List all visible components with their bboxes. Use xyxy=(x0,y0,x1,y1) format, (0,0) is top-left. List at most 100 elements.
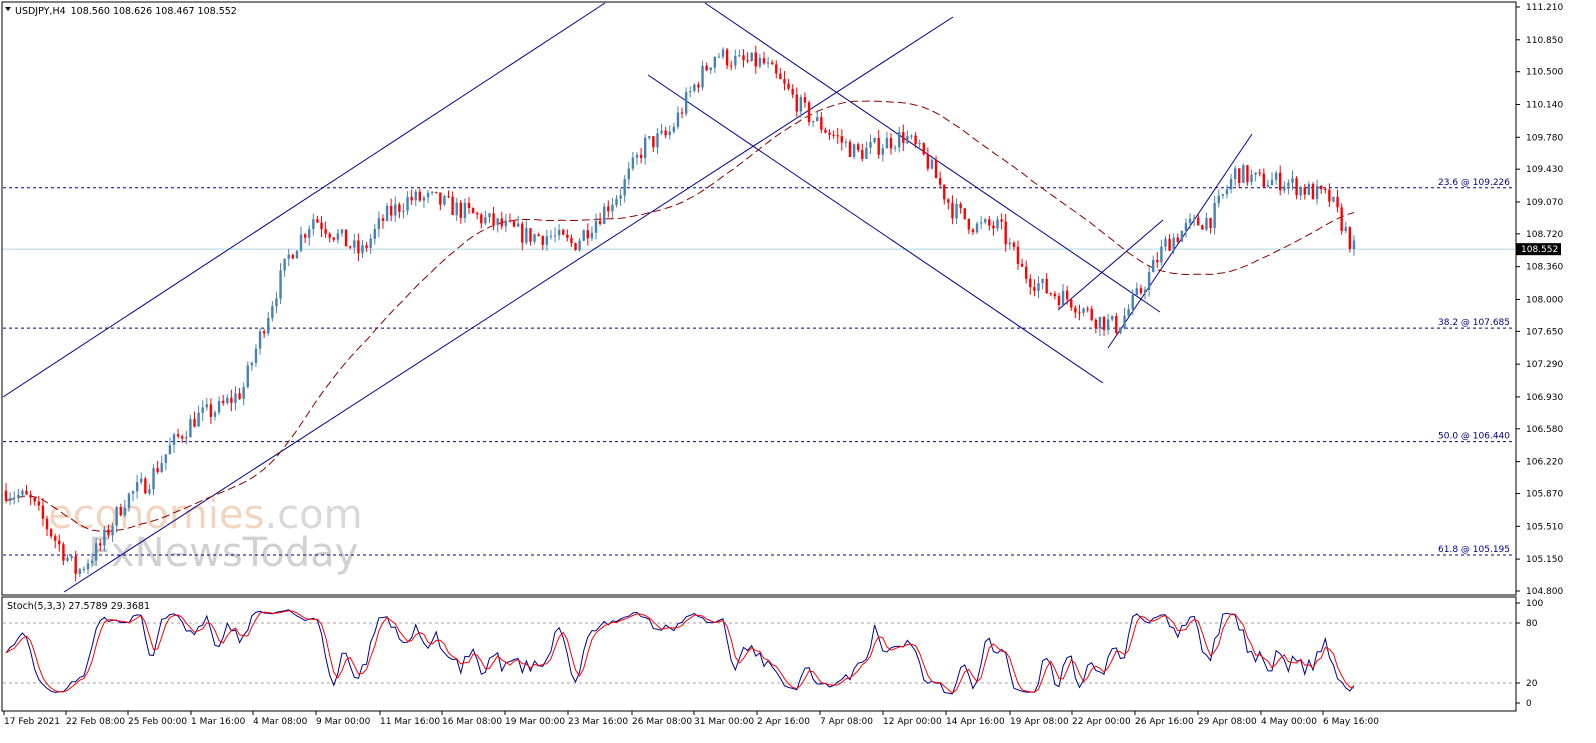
candle xyxy=(488,212,491,223)
candle xyxy=(1139,284,1143,296)
candle xyxy=(172,432,176,453)
candle-body xyxy=(447,196,450,198)
candle-body xyxy=(943,184,946,200)
candle-body xyxy=(795,94,798,112)
candle-body xyxy=(512,221,516,227)
price-tick-label: 106.930 xyxy=(1526,393,1563,403)
candle-body xyxy=(373,228,376,239)
candle-body xyxy=(516,223,520,227)
candle-body xyxy=(94,543,98,561)
candle xyxy=(402,203,405,219)
candle-body xyxy=(574,243,577,251)
price-tick-label: 108.360 xyxy=(1526,263,1563,273)
candle-body xyxy=(148,489,151,494)
candle xyxy=(680,107,684,119)
candle xyxy=(62,542,65,566)
candle xyxy=(926,147,930,172)
candle xyxy=(299,226,303,253)
candle xyxy=(365,241,368,253)
candle-body xyxy=(836,135,839,137)
candle xyxy=(13,491,16,505)
candle xyxy=(967,218,971,234)
candle-body xyxy=(1102,316,1106,330)
candle-body xyxy=(181,436,184,439)
candle xyxy=(783,71,786,91)
candle xyxy=(185,430,188,445)
candle xyxy=(918,139,921,149)
svg-text:economies.com: economies.com xyxy=(48,492,363,538)
price-tick-label: 111.210 xyxy=(1526,3,1563,13)
candle xyxy=(230,389,233,412)
candle-body xyxy=(430,191,434,193)
candle xyxy=(1274,170,1278,185)
candle xyxy=(467,197,471,215)
candle-body xyxy=(242,387,245,399)
candle xyxy=(291,253,295,260)
candle-body xyxy=(652,136,655,148)
candle-body xyxy=(766,62,770,64)
candle-body xyxy=(496,218,499,225)
candle-body xyxy=(971,229,975,233)
candle xyxy=(140,472,143,485)
candle-body xyxy=(590,232,594,239)
candle-body xyxy=(1074,307,1077,313)
candle xyxy=(516,215,520,228)
candle-body xyxy=(287,254,290,259)
candle xyxy=(742,49,745,68)
candle xyxy=(1008,237,1012,250)
price-tick-label: 107.650 xyxy=(1526,327,1563,337)
candle-body xyxy=(353,240,356,248)
candle xyxy=(791,84,794,99)
candle xyxy=(820,112,823,134)
candle-body xyxy=(1029,278,1032,288)
candle xyxy=(459,199,463,224)
candle xyxy=(21,488,24,498)
candle-body xyxy=(262,331,266,334)
candle xyxy=(406,191,409,216)
candle xyxy=(476,211,479,220)
price-tick-label: 109.430 xyxy=(1526,165,1563,175)
candle-body xyxy=(283,258,286,271)
candle xyxy=(197,405,200,427)
candle xyxy=(545,229,549,251)
candle-body xyxy=(775,64,778,74)
candle xyxy=(1041,278,1044,290)
candle-body xyxy=(799,97,803,112)
candle-body xyxy=(1049,293,1052,295)
candle-body xyxy=(205,404,208,408)
candle-body xyxy=(750,52,753,61)
candle xyxy=(1045,273,1048,294)
time-tick-label: 29 Apr 08:00 xyxy=(1198,717,1257,727)
candle-body xyxy=(668,131,671,136)
time-tick-label: 26 Apr 16:00 xyxy=(1135,717,1194,727)
candle xyxy=(1135,282,1139,297)
candle xyxy=(955,198,958,224)
channel-line xyxy=(1057,219,1164,311)
candle xyxy=(1102,316,1106,336)
candle xyxy=(492,206,495,231)
candle xyxy=(1295,176,1298,200)
candle xyxy=(1176,233,1179,244)
candle-body xyxy=(922,143,925,155)
candle xyxy=(1344,221,1347,234)
candle xyxy=(1303,183,1306,200)
candle-body xyxy=(1008,242,1012,245)
candle-body xyxy=(1184,223,1188,232)
candle xyxy=(1029,274,1032,295)
candle-body xyxy=(127,493,131,508)
candle-body xyxy=(1270,179,1274,186)
dropdown-arrow-icon[interactable] xyxy=(5,7,11,11)
candle xyxy=(897,126,901,153)
candle-body xyxy=(164,454,168,463)
candle xyxy=(557,224,561,241)
candle-body xyxy=(639,154,643,158)
candle-body xyxy=(930,159,934,169)
candle xyxy=(1238,168,1241,189)
candle xyxy=(623,175,626,203)
price-axis: 111.210 110.850 110.500 110.140 109.780 109.4… xyxy=(1516,3,1563,597)
channel-lines[interactable] xyxy=(2,2,1253,593)
candle xyxy=(1352,235,1356,256)
candle xyxy=(1291,170,1294,190)
candle-body xyxy=(111,525,114,536)
